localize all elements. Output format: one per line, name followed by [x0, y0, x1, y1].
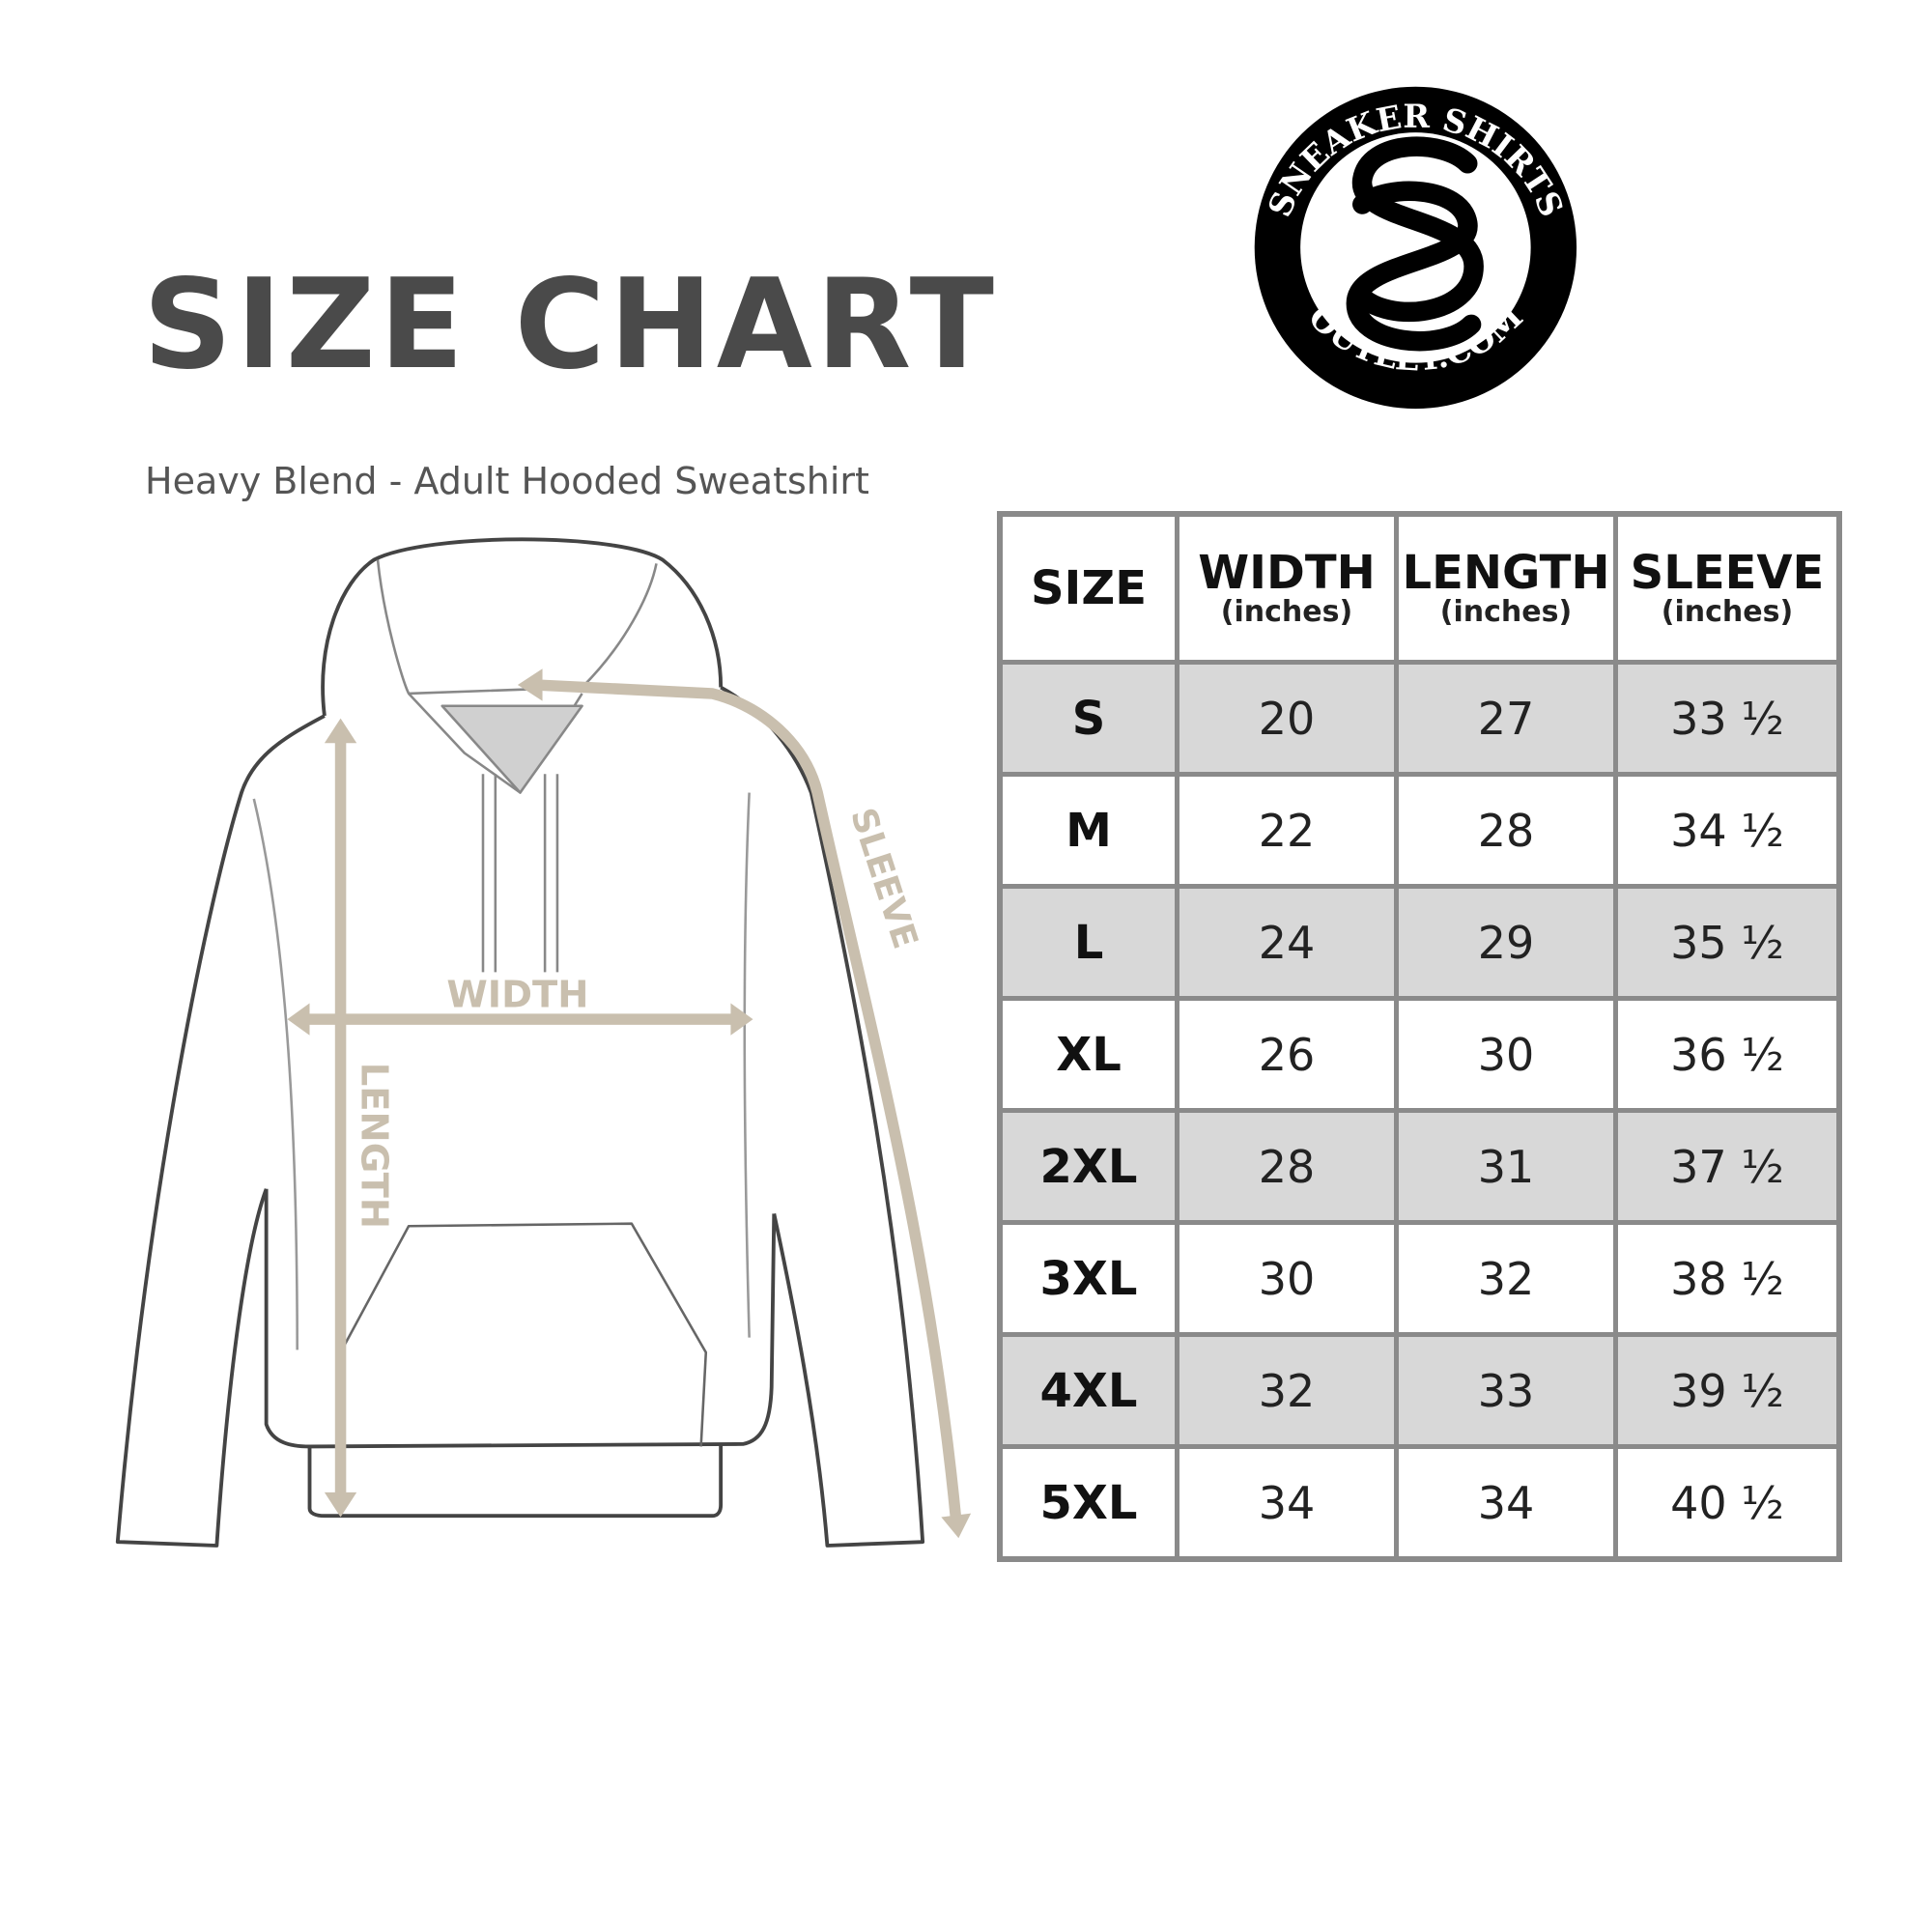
- cell-width: 24: [1175, 884, 1399, 1001]
- cell-size: S: [997, 660, 1179, 777]
- cell-size: M: [997, 772, 1179, 889]
- cell-length: 30: [1394, 996, 1618, 1113]
- sleeve-arrow: [534, 679, 962, 1521]
- table-header-row: SIZE WIDTH (inches) LENGTH (inches) SLEEVE…: [997, 511, 1842, 665]
- cell-width: 20: [1175, 660, 1399, 777]
- logo-monogram: [1346, 136, 1484, 352]
- cell-size: 4XL: [997, 1332, 1179, 1449]
- width-label: WIDTH: [446, 973, 588, 1016]
- cell-length: 34: [1394, 1444, 1618, 1562]
- cell-sleeve: 35 ½: [1613, 884, 1842, 1001]
- table-row: M 22 28 34 ½: [997, 772, 1842, 889]
- table-row: 3XL 30 32 38 ½: [997, 1220, 1842, 1337]
- cell-length: 29: [1394, 884, 1618, 1001]
- header-width: WIDTH (inches): [1175, 511, 1399, 665]
- cell-size: L: [997, 884, 1179, 1001]
- cell-width: 22: [1175, 772, 1399, 889]
- cell-length: 31: [1394, 1108, 1618, 1225]
- cell-sleeve: 37 ½: [1613, 1108, 1842, 1225]
- hoodie-outline: [115, 537, 925, 1548]
- cell-sleeve: 40 ½: [1613, 1444, 1842, 1562]
- cell-length: 33: [1394, 1332, 1618, 1449]
- table-row: 4XL 32 33 39 ½: [997, 1332, 1842, 1449]
- cell-size: 2XL: [997, 1108, 1179, 1225]
- cell-sleeve: 39 ½: [1613, 1332, 1842, 1449]
- header-sleeve: SLEEVE (inches): [1613, 511, 1842, 665]
- cell-size: 5XL: [997, 1444, 1179, 1562]
- table-row: 2XL 28 31 37 ½: [997, 1108, 1842, 1225]
- product-subtitle: Heavy Blend - Adult Hooded Sweatshirt: [145, 460, 869, 502]
- table-row: S 20 27 33 ½: [997, 660, 1842, 777]
- brand-logo: SNEAKER SHIRTS OUTLET.COM: [1254, 86, 1577, 410]
- table-row: 5XL 34 34 40 ½: [997, 1444, 1842, 1562]
- table-row: XL 26 30 36 ½: [997, 996, 1842, 1113]
- cell-size: 3XL: [997, 1220, 1179, 1337]
- header-size: SIZE: [997, 511, 1179, 665]
- cell-sleeve: 36 ½: [1613, 996, 1842, 1113]
- cell-sleeve: 33 ½: [1613, 660, 1842, 777]
- cell-width: 28: [1175, 1108, 1399, 1225]
- size-table: SIZE WIDTH (inches) LENGTH (inches) SLEEVE…: [997, 511, 1842, 1562]
- header-length: LENGTH (inches): [1394, 511, 1618, 665]
- page-title: SIZE CHART: [143, 253, 998, 397]
- length-label: LENGTH: [352, 1063, 395, 1229]
- cell-width: 32: [1175, 1332, 1399, 1449]
- cell-length: 28: [1394, 772, 1618, 889]
- table-row: L 24 29 35 ½: [997, 884, 1842, 1001]
- cell-length: 27: [1394, 660, 1618, 777]
- cell-width: 30: [1175, 1220, 1399, 1337]
- cell-length: 32: [1394, 1220, 1618, 1337]
- cell-width: 26: [1175, 996, 1399, 1113]
- cell-sleeve: 34 ½: [1613, 772, 1842, 889]
- cell-width: 34: [1175, 1444, 1399, 1562]
- cell-sleeve: 38 ½: [1613, 1220, 1842, 1337]
- measurement-arrows: [300, 679, 962, 1521]
- arrow-heads: [287, 668, 972, 1539]
- cell-size: XL: [997, 996, 1179, 1113]
